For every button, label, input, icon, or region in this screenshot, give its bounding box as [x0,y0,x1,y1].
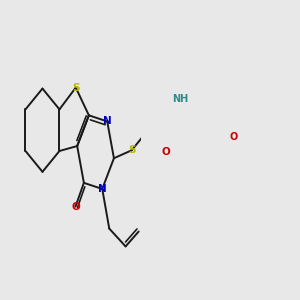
Text: S: S [72,82,80,93]
Text: O: O [230,132,238,142]
Text: N: N [98,184,106,194]
Text: NH: NH [172,94,189,104]
Text: O: O [161,147,170,157]
Text: S: S [128,145,135,155]
Text: N: N [103,116,112,126]
Text: O: O [71,202,80,212]
